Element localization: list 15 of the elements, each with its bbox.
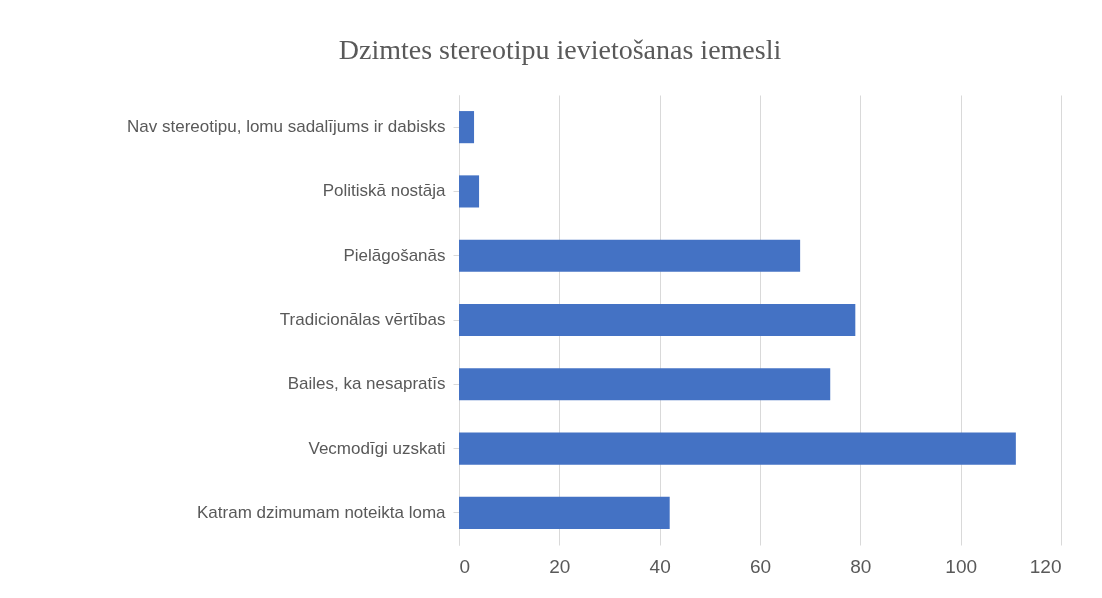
y-tick-label: Pielāgošanās bbox=[343, 245, 446, 265]
x-tick-label: 80 bbox=[850, 555, 872, 577]
x-tick-label: 20 bbox=[549, 555, 571, 577]
y-tick-label: Vecmodīgi uzskati bbox=[308, 438, 446, 458]
x-tick-label: 40 bbox=[649, 555, 671, 577]
x-tick-label: 100 bbox=[945, 555, 978, 577]
y-tick-label: Tradicionālas vērtības bbox=[279, 310, 446, 329]
y-tick-label: Nav stereotipu, lomu sadalījums ir dabisks bbox=[127, 117, 446, 137]
y-tick-label: Katram dzimumam noteikta loma bbox=[197, 502, 447, 522]
chart-title: Dzimtes stereotipu ievietošanas iemesli bbox=[338, 34, 782, 65]
x-tick-label: 0 bbox=[459, 555, 471, 577]
y-tick-label: Politiskā nostāja bbox=[322, 181, 447, 201]
x-tick-label: 60 bbox=[749, 555, 772, 577]
y-tick-label: Bailes, ka nesapratīs bbox=[287, 374, 446, 394]
x-tick-label: 120 bbox=[1029, 555, 1062, 577]
